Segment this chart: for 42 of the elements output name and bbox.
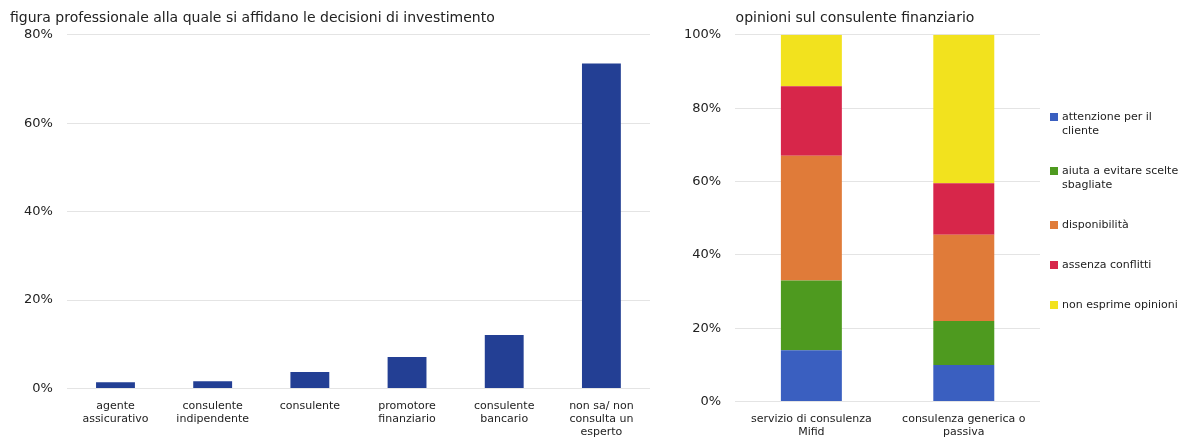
bar [193,381,233,388]
legend-label: aiuta a evitare scelte sbagliate [1062,164,1180,192]
y-tick-label: 80% [23,26,53,42]
legend-label: attenzione per il cliente [1062,110,1153,138]
bar [780,280,842,351]
bar [933,183,995,235]
bar [484,334,524,388]
y-tick-label: 20% [692,319,722,335]
x-tick-label: consulente [279,398,341,412]
bar [933,34,995,184]
x-tick-label: promotore finanziario [378,398,437,426]
legend-label: non esprime opinioni [1062,298,1178,312]
bar [780,155,842,281]
bar [387,357,427,388]
y-tick-label: 0% [32,379,53,395]
chart-title: figura professionale alla quale si affidano le decisioni di investimento [10,9,495,26]
x-tick-label: non sa/ non consulta un esperto [569,398,634,439]
bar [290,372,330,388]
chart-title: opinioni sul consulente finanziario [735,9,975,26]
y-tick-label: 40% [23,202,53,218]
x-tick-label: agente assicurativo [82,398,149,426]
bar [780,86,842,156]
bar [581,63,621,388]
y-tick-label: 100% [683,26,722,42]
legend-label: assenza conflitti [1062,258,1152,272]
bar [780,350,842,402]
bar [933,320,995,365]
bar [780,34,842,87]
y-tick-label: 80% [692,99,722,115]
y-tick-label: 40% [692,246,722,262]
x-tick-label: consulente indipendente [176,398,250,426]
bar [96,382,135,388]
bar [933,364,995,402]
y-tick-label: 60% [23,114,53,130]
y-tick-label: 60% [692,172,722,188]
y-tick-label: 0% [700,392,722,408]
x-tick-label: consulenza generica o passiva [902,412,1026,439]
legend-label: disponibilità [1062,218,1129,232]
y-tick-label: 20% [23,291,53,307]
bar [933,234,995,321]
x-tick-label: consulente bancario [474,398,535,426]
x-tick-label: servizio di consulenza Mifid [750,412,872,439]
